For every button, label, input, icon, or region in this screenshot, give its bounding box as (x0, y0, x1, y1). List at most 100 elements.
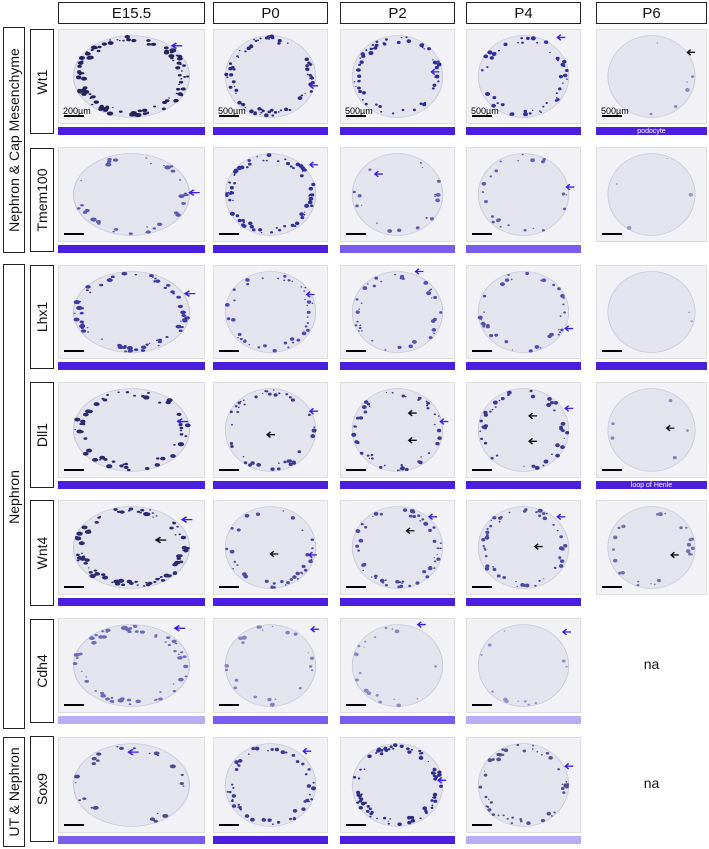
ish-image-panel (596, 147, 707, 242)
expression-signal-dot (610, 436, 615, 440)
expression-signal-dot (301, 564, 306, 569)
expression-signal-dot (153, 819, 158, 823)
expression-signal-dot (511, 816, 515, 819)
expression-signal-dot (368, 807, 372, 811)
expression-signal-dot (146, 226, 149, 228)
expression-signal-dot (286, 581, 290, 585)
expression-signal-dot (78, 56, 85, 60)
expression-signal-dot (358, 671, 362, 675)
expression-signal-dot (433, 799, 438, 803)
expression-signal-dot (106, 160, 112, 164)
expression-signal-dot (290, 223, 295, 227)
stage-label: P0 (261, 4, 280, 22)
expression-signal-dot (312, 781, 315, 784)
expression-signal-dot (686, 81, 688, 83)
expression-signal-dot (285, 161, 291, 166)
expression-signal-dot (543, 578, 545, 580)
expression-signal-dot (534, 584, 537, 587)
expression-signal-dot (157, 222, 163, 227)
kidney-section-image (607, 271, 696, 353)
expression-signal-dot (176, 525, 179, 528)
expression-signal-dot (480, 321, 486, 326)
expression-signal-dot (170, 169, 176, 173)
expression-signal-dot (657, 578, 661, 583)
expression-signal-dot (432, 792, 438, 797)
expression-signal-dot (551, 453, 553, 456)
expression-signal-dot (242, 399, 245, 402)
expression-signal-dot (159, 576, 163, 578)
kidney-section-image (224, 624, 320, 707)
expression-level-bar (340, 598, 455, 606)
kidney-tissue (351, 35, 444, 118)
expression-signal-dot (548, 755, 553, 760)
expression-signal-dot (527, 703, 530, 706)
expression-signal-dot (140, 345, 147, 349)
expression-signal-dot (81, 327, 84, 330)
expression-signal-dot (173, 211, 179, 215)
expression-signal-dot (417, 514, 421, 517)
expression-signal-dot (520, 37, 524, 40)
expression-signal-dot (373, 511, 379, 516)
expression-signal-dot (371, 457, 374, 460)
expression-level-bar (58, 245, 205, 253)
scale-bar (472, 469, 492, 471)
expression-signal-dot (294, 221, 300, 226)
expression-signal-dot (288, 459, 292, 463)
gene-label-box-5: Cdh4 (30, 619, 54, 723)
expression-signal-dot (242, 572, 247, 577)
expression-signal-dot (106, 393, 110, 396)
expression-signal-dot (430, 771, 435, 775)
expression-signal-dot (355, 204, 359, 208)
expression-signal-dot (483, 441, 488, 445)
expression-signal-dot (86, 327, 89, 329)
expression-signal-dot (287, 346, 290, 349)
expression-signal-dot (369, 47, 373, 51)
expression-signal-dot (542, 105, 545, 108)
expression-signal-dot (376, 222, 378, 224)
expression-signal-dot (254, 746, 260, 751)
expression-signal-dot (181, 314, 187, 317)
expression-signal-dot (358, 416, 364, 420)
blue-arrow-icon (561, 628, 571, 636)
expression-signal-dot (233, 174, 236, 176)
expression-signal-dot (309, 656, 315, 660)
scale-bar-label: 500µm (345, 106, 373, 116)
expression-signal-dot (144, 466, 150, 470)
expression-signal-dot (541, 753, 543, 756)
expression-signal-dot (378, 700, 383, 704)
expression-signal-dot (686, 429, 689, 432)
expression-signal-dot (289, 817, 292, 821)
expression-signal-dot (133, 394, 136, 397)
expression-signal-dot (379, 578, 385, 583)
scale-bar (64, 469, 84, 471)
expression-signal-dot (372, 284, 377, 288)
expression-signal-dot (73, 300, 81, 305)
expression-signal-dot (233, 686, 238, 690)
expression-signal-dot (432, 60, 438, 65)
expression-signal-dot (145, 157, 148, 159)
kidney-section-image (351, 153, 444, 236)
expression-signal-dot (656, 42, 659, 44)
expression-signal-dot (237, 401, 241, 405)
expression-signal-dot (509, 113, 513, 116)
expression-signal-dot (149, 274, 154, 278)
expression-signal-dot (311, 428, 317, 433)
expression-signal-dot (236, 564, 239, 566)
expression-signal-dot (80, 180, 83, 182)
expression-signal-dot (374, 43, 379, 47)
expression-signal-dot (490, 519, 493, 521)
ish-image-panel (340, 618, 455, 713)
expression-signal-dot (180, 70, 183, 72)
expression-signal-dot (553, 409, 556, 412)
expression-signal-dot (418, 756, 424, 760)
expression-signal-dot (177, 92, 183, 96)
expression-signal-dot (117, 391, 120, 394)
expression-signal-dot (173, 649, 177, 653)
expression-signal-dot (404, 467, 409, 472)
expression-signal-dot (519, 818, 523, 821)
expression-signal-dot (258, 228, 263, 232)
kidney-section-image (224, 153, 318, 236)
expression-signal-dot (107, 41, 114, 45)
expression-signal-dot (242, 224, 247, 228)
expression-signal-dot (484, 567, 490, 571)
